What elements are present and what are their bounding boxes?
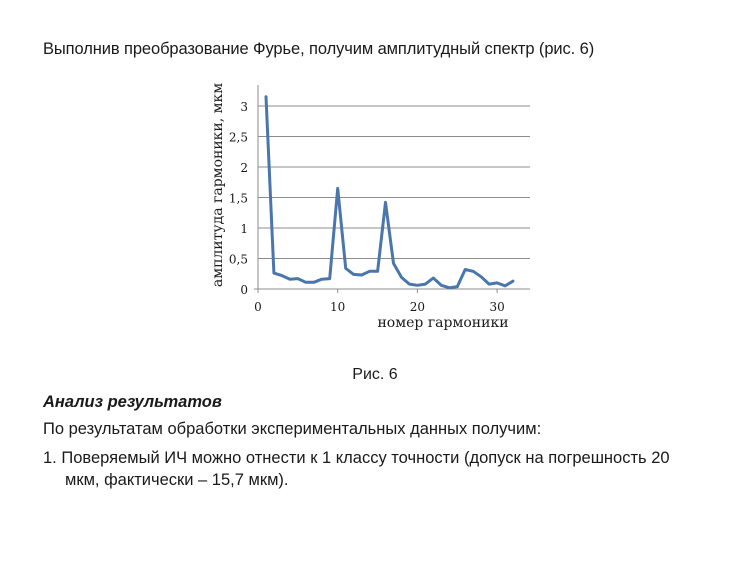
chart-axes	[254, 85, 530, 293]
list-item-line-1: 1. Поверяемый ИЧ можно отнести к 1 класс…	[43, 449, 670, 467]
svg-text:2: 2	[240, 161, 248, 175]
y-axis-label: амплитуда гармоники, мкм	[210, 83, 226, 287]
svg-text:20: 20	[410, 300, 425, 314]
svg-text:10: 10	[330, 300, 345, 314]
svg-text:1: 1	[240, 222, 248, 236]
x-axis-label: номер гармоники	[377, 315, 508, 331]
section-title: Анализ результатов	[43, 393, 222, 411]
intro-text: Выполнив преобразование Фурье, получим а…	[43, 40, 595, 58]
svg-text:2,5: 2,5	[229, 131, 248, 145]
list-item-line-2: мкм, фактически – 15,7 мкм).	[65, 471, 289, 489]
amplitude-spectrum-chart: 0 0,5 1 1,5 2 2,5 3 0 10 20 30 амплитуда гармоник…	[200, 80, 540, 340]
amplitude-line	[264, 95, 515, 290]
svg-text:30: 30	[489, 300, 504, 314]
svg-text:3: 3	[240, 100, 248, 114]
y-tick-labels: 0 0,5 1 1,5 2 2,5 3	[229, 100, 248, 297]
chart-grid	[258, 105, 530, 259]
svg-text:1,5: 1,5	[229, 192, 248, 206]
svg-text:0,5: 0,5	[229, 253, 248, 267]
results-list-item: 1. Поверяемый ИЧ можно отнести к 1 класс…	[43, 447, 733, 491]
results-paragraph: По результатам обработки экспериментальн…	[43, 420, 542, 438]
chart-svg: 0 0,5 1 1,5 2 2,5 3 0 10 20 30 амплитуда гармоник…	[210, 83, 530, 331]
svg-text:0: 0	[240, 283, 248, 297]
figure-caption: Рис. 6	[352, 366, 398, 383]
x-tick-labels: 0 10 20 30	[254, 300, 505, 314]
svg-text:0: 0	[254, 300, 262, 314]
